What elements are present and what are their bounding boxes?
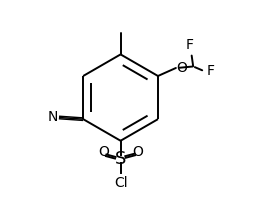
Text: S: S (115, 150, 126, 168)
Text: F: F (186, 38, 194, 52)
Text: O: O (176, 61, 187, 75)
Text: O: O (98, 145, 109, 159)
Text: F: F (206, 64, 214, 78)
Text: N: N (47, 110, 58, 124)
Text: O: O (132, 145, 143, 159)
Text: Cl: Cl (114, 176, 127, 190)
